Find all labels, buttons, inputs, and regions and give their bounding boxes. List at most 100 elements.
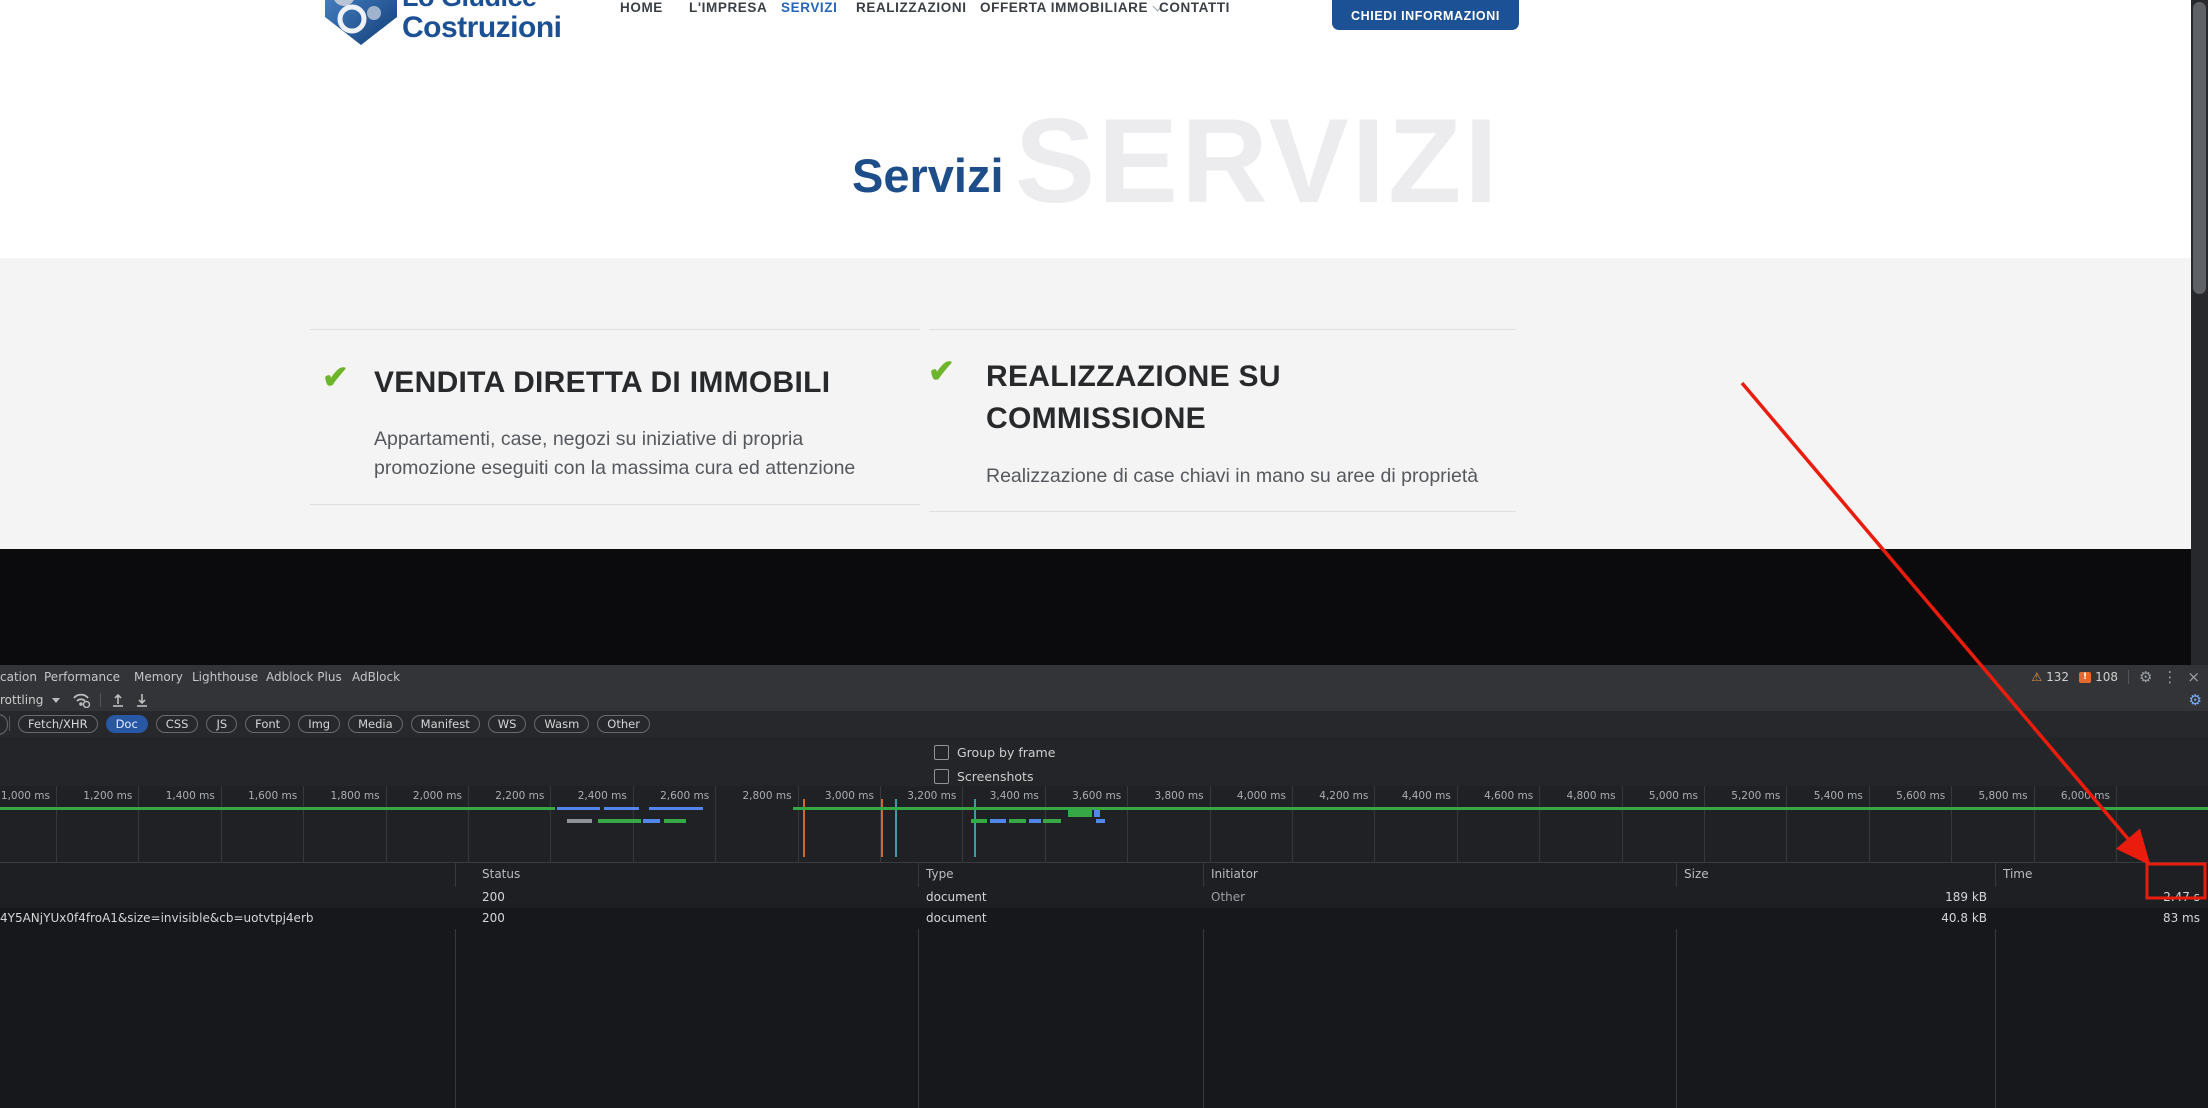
service-title: VENDITA DIRETTA DI IMMOBILI	[374, 366, 831, 399]
timeline-gridline	[56, 786, 57, 862]
overview-bar	[556, 807, 600, 810]
timeline-tick-label: 2,200 ms	[495, 790, 545, 802]
devtools-close-icon[interactable]: ×	[2187, 668, 2200, 686]
filter-manifest[interactable]: Manifest	[410, 715, 480, 733]
network-toolbar: rottling ⚙	[0, 689, 2208, 712]
table-row[interactable]: 200 document Other 189 kB 2.47 s	[0, 887, 2208, 908]
timeline-gridline	[1621, 786, 1623, 862]
cell-size: 189 kB	[1945, 890, 1987, 904]
timeline-tick-label: 3,000 ms	[824, 790, 874, 802]
filter-font[interactable]: Font	[245, 715, 291, 733]
filter-fetch-xhr[interactable]: Fetch/XHR	[18, 715, 98, 733]
timeline-tick-label: 4,400 ms	[1401, 790, 1451, 802]
network-conditions-icon[interactable]	[72, 692, 92, 708]
column-divider	[1676, 862, 1677, 1108]
network-options: Group by frame Screenshots	[0, 737, 2208, 786]
cell-name: 4Y5ANjYUx0f4froA1&size=invisible&cb=uotv…	[0, 911, 314, 925]
tab-performance[interactable]: Performance	[44, 670, 121, 684]
overview-bar	[643, 819, 660, 823]
import-har-icon[interactable]	[110, 692, 126, 708]
page-title: Servizi	[852, 149, 1004, 202]
timeline-gridline	[303, 786, 305, 862]
cell-type: document	[926, 890, 987, 904]
tab-adblock[interactable]: AdBlock	[352, 670, 401, 684]
nav-item-offerta-immobiliare[interactable]: OFFERTA IMMOBILIARE	[980, 0, 1163, 16]
logo-line1: Lo Giudice	[402, 0, 562, 11]
timeline-gridline	[632, 786, 634, 862]
nav-item-realizzazioni[interactable]: REALIZZAZIONI	[856, 0, 967, 15]
timeline-gridline	[220, 786, 222, 862]
tab-adblock-plus[interactable]: Adblock Plus	[266, 670, 342, 684]
divider	[2127, 670, 2129, 684]
filter-doc[interactable]: Doc	[105, 715, 148, 733]
timeline-gridline	[138, 786, 140, 862]
warnings-badge[interactable]: ⚠ 132	[2031, 670, 2070, 684]
logo-line2: Costruzioni	[402, 11, 562, 44]
timeline-gridline	[1456, 786, 1458, 862]
page-scrollbar[interactable]	[2191, 0, 2208, 665]
timeline-tick-label: 6,000 ms	[2060, 790, 2110, 802]
filter-wasm[interactable]: Wasm	[534, 715, 590, 733]
issues-badge[interactable]: ! 108	[2079, 670, 2118, 684]
timeline-tick-label: 2,400 ms	[577, 790, 627, 802]
timeline-tick-label: 5,800 ms	[1978, 790, 2028, 802]
cell-time: 83 ms	[2162, 911, 2200, 925]
tab-lighthouse[interactable]: Lighthouse	[192, 670, 259, 684]
filter-other[interactable]: Other	[597, 715, 650, 733]
overview-bar	[971, 819, 988, 823]
tab-application-fragment[interactable]: cation	[0, 670, 37, 684]
screenshots-checkbox[interactable]: Screenshots	[934, 769, 1033, 784]
filter-pill-fragment[interactable]	[0, 714, 8, 735]
scrollbar-thumb[interactable]	[2193, 2, 2206, 294]
overview-bar	[566, 819, 592, 823]
filter-css[interactable]: CSS	[155, 715, 199, 733]
checkbox-icon	[934, 745, 949, 760]
export-har-icon[interactable]	[134, 692, 150, 708]
filter-js[interactable]: JS	[206, 715, 238, 733]
column-size[interactable]: Size	[1684, 867, 1709, 881]
kebab-menu-icon[interactable]: ⋮	[2162, 668, 2178, 686]
timeline-tick-label: 2,600 ms	[660, 790, 710, 802]
logo[interactable]: Lo Giudice Costruzioni	[402, 0, 562, 43]
timeline-tick-label: 3,800 ms	[1154, 790, 1204, 802]
watermark-text: SERVIZI	[1015, 94, 1501, 228]
throttling-select[interactable]: rottling	[0, 693, 44, 707]
timeline-tick-label: 5,400 ms	[1813, 790, 1863, 802]
timeline-tick-label: 2,000 ms	[412, 790, 462, 802]
timeline-tick-label: 3,200 ms	[907, 790, 957, 802]
throttling-dropdown-icon[interactable]	[52, 698, 60, 703]
divider	[9, 716, 10, 731]
chiedi-informazioni-button[interactable]: CHIEDI INFORMAZIONI	[1332, 0, 1519, 30]
nav-item-contatti[interactable]: CONTATTI	[1159, 0, 1231, 15]
column-time[interactable]: Time	[2003, 867, 2033, 881]
filter-ws[interactable]: WS	[487, 715, 527, 733]
network-overview[interactable]: 1,000 ms 1,200 ms 1,400 ms 1,600 ms 1,800 ms…	[0, 786, 2208, 862]
cell-time: 2.47 s	[2163, 890, 2200, 904]
overview-bar	[1067, 810, 1093, 817]
checkbox-icon	[934, 769, 949, 784]
logo-shield-icon[interactable]	[322, 0, 400, 47]
check-icon: ✔	[928, 353, 955, 389]
nav-item-servizi[interactable]: SERVIZI	[781, 0, 838, 15]
table-header: Status Type Initiator Size Time	[0, 862, 2208, 888]
column-status[interactable]: Status	[482, 867, 521, 881]
nav-item-impresa[interactable]: L'IMPRESA	[689, 0, 768, 15]
overview-bar	[1095, 819, 1105, 823]
divider	[100, 693, 101, 707]
group-by-frame-checkbox[interactable]: Group by frame	[934, 745, 1055, 760]
network-settings-gear-icon[interactable]: ⚙	[2188, 691, 2202, 709]
tab-memory[interactable]: Memory	[134, 670, 183, 684]
table-row[interactable]: 4Y5ANjYUx0f4froA1&size=invisible&cb=uotv…	[0, 908, 2208, 929]
divider	[929, 511, 1516, 512]
column-initiator[interactable]: Initiator	[1211, 867, 1258, 881]
overview-bar	[663, 819, 687, 823]
timeline-tick-label: 1,600 ms	[248, 790, 298, 802]
filter-media[interactable]: Media	[348, 715, 403, 733]
filter-img[interactable]: Img	[298, 715, 341, 733]
settings-gear-icon[interactable]: ⚙	[2138, 668, 2153, 686]
column-type[interactable]: Type	[926, 867, 954, 881]
nav-item-home[interactable]: HOME	[620, 0, 663, 15]
issues-icon: !	[2079, 671, 2092, 683]
overview-bar	[1094, 810, 1101, 817]
